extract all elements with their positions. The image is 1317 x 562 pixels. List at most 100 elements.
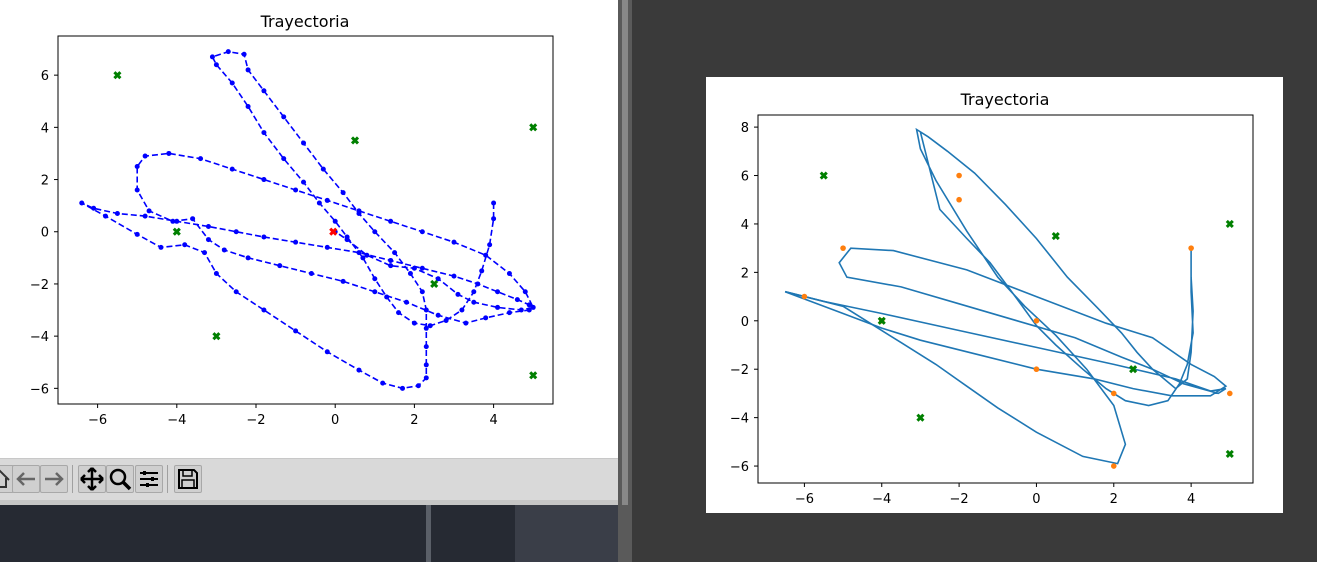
waypoint-marker [956, 196, 962, 203]
trajectory-point [205, 237, 211, 243]
trajectory-point [427, 323, 433, 329]
x-tick-label: −4 [167, 413, 186, 428]
trajectory-point [308, 271, 314, 277]
trajectory-point [293, 328, 299, 334]
target-marker [430, 279, 439, 289]
trajectory-point [423, 344, 429, 350]
trajectory-point [435, 312, 441, 318]
trajectory-point [364, 252, 370, 258]
left-y-axis: −6 −4 −2 0 2 4 6 [30, 69, 58, 397]
x-tick-label: −6 [88, 413, 107, 428]
target-marker-stroke [819, 171, 828, 180]
trajectory-point [229, 80, 235, 86]
y-tick-label: 4 [41, 121, 49, 136]
trajectory-point [356, 250, 362, 256]
trajectory-point [340, 278, 346, 284]
window-bottom-border [0, 500, 618, 505]
trajectory-point [293, 239, 299, 245]
trajectory-point [158, 244, 164, 250]
trajectory-point [340, 190, 346, 196]
target-marker-stroke [1225, 219, 1234, 229]
trajectory-point [491, 216, 497, 222]
trajectory-point [205, 224, 211, 230]
trajectory-point [411, 265, 417, 271]
trajectory-line [784, 247, 1228, 397]
right-axes-frame [757, 114, 1254, 484]
trajectory-point [277, 263, 283, 269]
waypoint-marker [956, 172, 962, 179]
trajectory-point [241, 51, 247, 57]
zoom-icon[interactable] [106, 465, 134, 493]
waypoint-marker [1033, 317, 1040, 324]
y-tick-label: −6 [730, 460, 749, 475]
y-tick-label: 8 [741, 121, 749, 136]
trajectory-point [142, 153, 148, 159]
trajectory-line [81, 50, 535, 390]
target-marker-stroke [529, 371, 538, 380]
trajectory-point [407, 271, 413, 277]
target-marker [1225, 219, 1234, 229]
target-marker-stroke [916, 413, 925, 422]
trajectory-point [518, 307, 524, 313]
forward-icon[interactable] [40, 465, 68, 493]
trajectory-point [103, 213, 109, 219]
trajectory-point [190, 216, 196, 222]
trajectory-point [324, 244, 330, 250]
target-marker-stroke [350, 136, 360, 145]
trajectory-point [261, 130, 267, 136]
y-tick-label: −2 [30, 278, 49, 293]
trajectory-point [419, 265, 425, 271]
back-icon[interactable] [12, 465, 40, 493]
trajectory-point [491, 200, 497, 206]
trajectory-point [526, 307, 532, 313]
trajectory-point [281, 114, 287, 120]
y-tick-label: 2 [741, 266, 749, 281]
trajectory-point [166, 150, 172, 156]
trajectory-point [356, 208, 362, 214]
trajectory-point [419, 289, 425, 295]
trajectory-point [415, 383, 421, 389]
trajectory-point [451, 239, 457, 245]
y-tick-label: 4 [741, 218, 749, 233]
x-tick-label: 0 [331, 413, 339, 428]
trajectory-point [221, 247, 227, 253]
navigation-toolbar [0, 458, 618, 501]
taskbar-separator [426, 505, 431, 562]
trajectory-point [411, 320, 417, 326]
trajectory-point [170, 218, 176, 224]
trajectory-point [423, 362, 429, 368]
trajectory-point [495, 289, 501, 295]
trajectory-point [142, 213, 148, 219]
left-trajectory-plot: Trayectoria −6 −4 −2 0 2 4 −6 −4 −2 0 2 4 6 [30, 12, 554, 428]
trajectory-point [463, 320, 469, 326]
trajectory-point [261, 307, 267, 313]
trajectory-point [372, 229, 378, 235]
target-marker [1051, 231, 1060, 241]
y-tick-label: 6 [741, 170, 749, 185]
left-x-axis: −6 −4 −2 0 2 4 [88, 404, 498, 428]
save-icon[interactable] [174, 465, 202, 493]
taskbar-item[interactable] [515, 505, 618, 562]
trajectory-point [245, 67, 251, 73]
target-marker [916, 413, 925, 422]
trajectory-point [475, 281, 481, 287]
trajectory-point [79, 200, 85, 206]
trajectory-point [281, 156, 287, 162]
target-marker-stroke [430, 279, 439, 289]
trajectory-point [324, 349, 330, 355]
configure-subplots-icon[interactable] [135, 465, 163, 493]
trajectory-point [471, 299, 477, 305]
x-tick-label: −6 [795, 492, 814, 507]
trajectory-point [487, 242, 493, 248]
window-border [618, 0, 632, 562]
trajectory-line [784, 127, 1194, 465]
pan-icon[interactable] [78, 465, 106, 493]
trajectory-point [245, 255, 251, 261]
x-tick-label: 0 [1032, 492, 1040, 507]
left-plot-title: Trayectoria [260, 12, 350, 31]
trajectory-point [506, 271, 512, 277]
right-plot-title: Trayectoria [960, 90, 1050, 109]
target-marker [113, 71, 122, 80]
trajectory-point [392, 250, 398, 256]
trajectory-point [423, 307, 429, 313]
